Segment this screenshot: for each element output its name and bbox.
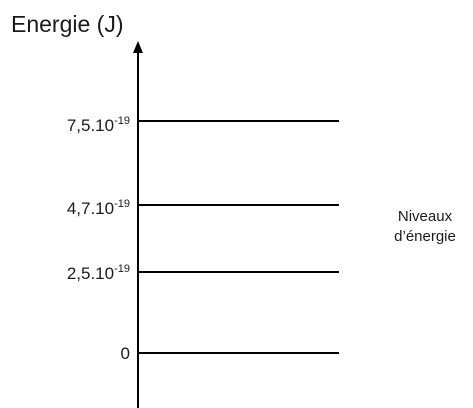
energy-level-label: 2,5.10-19 <box>67 264 130 284</box>
level-exponent: -19 <box>114 263 130 275</box>
levels-caption: Niveaux d’énergie <box>385 207 465 247</box>
energy-level-line <box>138 271 339 273</box>
energy-level-label: 0 <box>121 344 130 364</box>
caption-line-2: d’énergie <box>394 228 456 245</box>
energy-level-label: 4,7.10-19 <box>67 199 130 219</box>
axis-arrow-icon <box>133 41 143 53</box>
energy-level-line <box>138 352 339 354</box>
level-mantissa: 4,7.10 <box>66 199 115 218</box>
level-exponent: -19 <box>114 115 130 127</box>
level-mantissa: 2,5.10 <box>66 264 115 283</box>
energy-level-line <box>138 204 339 206</box>
level-mantissa: 7,5.10 <box>66 116 115 135</box>
energy-level-line <box>138 120 339 122</box>
level-mantissa: 0 <box>120 344 130 363</box>
caption-line-1: Niveaux <box>397 208 453 225</box>
axis-title: Energie (J) <box>11 11 124 37</box>
level-exponent: -19 <box>114 198 130 210</box>
energy-axis <box>137 52 139 408</box>
energy-level-label: 7,5.10-19 <box>67 116 130 136</box>
